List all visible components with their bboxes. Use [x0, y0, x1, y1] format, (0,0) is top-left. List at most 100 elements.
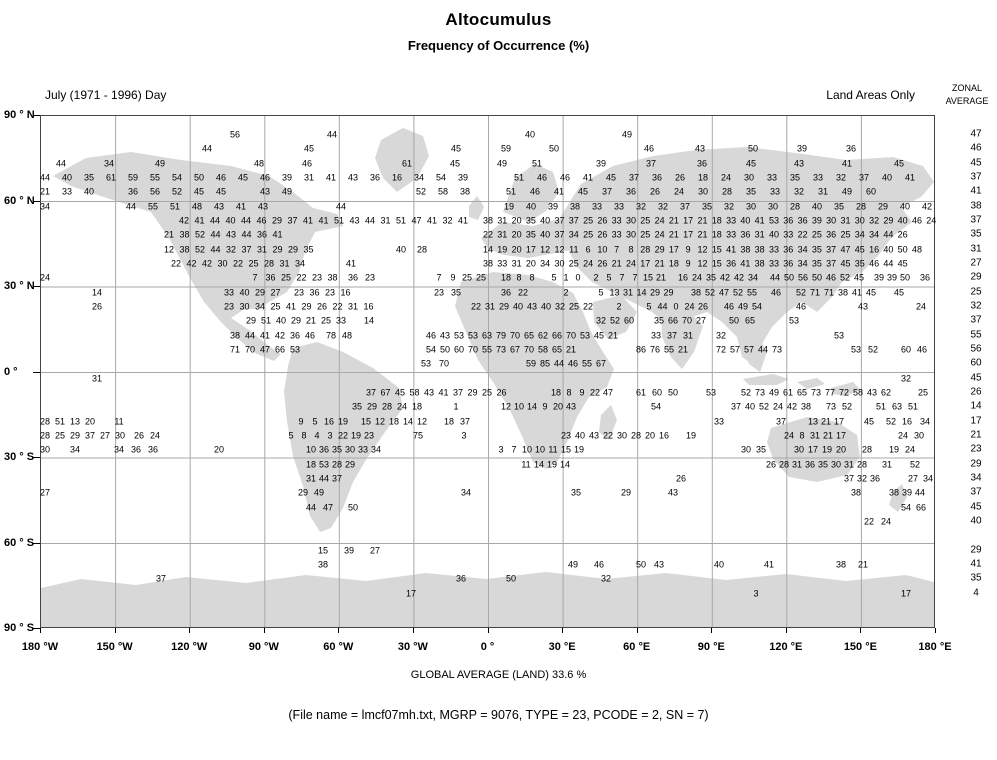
map-value: 41 — [763, 559, 775, 570]
map-value: 32 — [723, 201, 735, 212]
map-value: 41 — [740, 258, 751, 269]
map-value: 46 — [593, 559, 605, 570]
lat-tick-mark — [33, 200, 40, 202]
lon-tick-label: 60 °W — [323, 641, 354, 653]
map-value: 12 — [374, 416, 386, 427]
map-value: 23 — [311, 272, 323, 283]
map-value: 46 — [425, 330, 437, 341]
map-value: 30 — [697, 186, 709, 197]
map-value: 10 — [597, 244, 608, 255]
map-value: 22 — [470, 301, 482, 312]
map-value: 15 — [711, 258, 722, 269]
map-value: 31 — [622, 287, 634, 298]
map-value: 34 — [413, 172, 425, 183]
map-value: 52 — [909, 459, 921, 470]
map-value: 28 — [855, 201, 867, 212]
map-value: 55 — [746, 287, 758, 298]
map-value: 45 — [605, 172, 617, 183]
map-value: 37 — [601, 186, 613, 197]
map-value: 30 — [830, 459, 842, 470]
map-value: 34 — [103, 158, 115, 169]
map-value: 32 — [657, 201, 669, 212]
map-value: 11 — [569, 244, 579, 255]
map-value: 35 — [525, 229, 536, 240]
map-value: 45 — [193, 186, 205, 197]
map-value: 34 — [460, 487, 472, 498]
map-value: 41 — [582, 172, 594, 183]
map-value: 35 — [705, 272, 717, 283]
map-value: 47 — [322, 502, 334, 513]
global-average-label: GLOBAL AVERAGE (LAND) 33.6 % — [410, 669, 587, 681]
map-value: 45 — [303, 143, 315, 154]
map-value: 24 — [654, 215, 665, 226]
map-value: 33 — [783, 229, 794, 240]
map-value: 23 — [560, 430, 572, 441]
map-value: 38 — [327, 272, 338, 283]
map-value: 60 — [623, 315, 635, 326]
map-value: 38 — [800, 401, 812, 412]
page-subtitle: Frequency of Occurrence (%) — [407, 38, 590, 53]
map-value: 30 — [625, 215, 637, 226]
map-value: 14 — [402, 416, 414, 427]
map-value: 21 — [668, 229, 679, 240]
map-value: 35 — [351, 401, 363, 412]
map-value: 56 — [797, 272, 809, 283]
map-value: 20 — [511, 229, 522, 240]
map-value: 8 — [799, 430, 805, 441]
map-value: 42 — [201, 258, 213, 269]
map-value: 37 — [287, 215, 298, 226]
lat-tick-mark — [33, 457, 40, 458]
map-value: 59 — [525, 358, 537, 369]
map-value: 53 — [579, 330, 591, 341]
map-value: 35 — [525, 215, 536, 226]
map-value: 42 — [186, 258, 197, 269]
map-value: 49 — [313, 487, 325, 498]
map-value: 50 — [193, 172, 205, 183]
map-value: 30 — [743, 172, 755, 183]
lon-tick-label: 120 °W — [171, 641, 208, 653]
map-value: 34 — [747, 272, 759, 283]
map-value: 49 — [737, 301, 749, 312]
map-value: 56 — [149, 186, 161, 197]
map-value: 49 — [841, 186, 853, 197]
map-value: 36 — [127, 186, 139, 197]
map-value: 21 — [607, 330, 619, 341]
map-value: 53 — [788, 315, 800, 326]
zonal-average-value: 37 — [970, 486, 982, 498]
map-value: 38 — [690, 287, 702, 298]
lon-tick-mark — [487, 628, 489, 633]
lon-tick-mark — [189, 628, 191, 633]
map-value: 51 — [531, 158, 543, 169]
map-value: 31 — [817, 186, 829, 197]
map-value: 26 — [674, 172, 686, 183]
zonal-average-value: 17 — [970, 415, 982, 427]
map-value: 24 — [396, 401, 408, 412]
map-value: 1 — [563, 272, 569, 283]
lon-tick-mark — [40, 628, 41, 633]
map-value: 15 — [360, 416, 372, 427]
map-value: 33 — [768, 258, 780, 269]
map-value: 53 — [318, 459, 330, 470]
map-value: 22 — [589, 387, 601, 398]
map-value: 25 — [320, 315, 332, 326]
map-value: 35 — [854, 258, 865, 269]
map-value: 50 — [728, 315, 740, 326]
map-value: 20 — [511, 215, 522, 226]
map-value: 21 — [163, 229, 175, 240]
world-map-svg — [41, 116, 934, 627]
map-value: 31 — [380, 215, 391, 226]
map-value: 77 — [824, 387, 836, 398]
map-value: 36 — [309, 287, 320, 298]
map-value: 32 — [835, 172, 847, 183]
map-value: 26 — [597, 229, 608, 240]
map-value: 27 — [99, 430, 111, 441]
map-value: 3 — [327, 430, 333, 441]
map-value: 26 — [597, 258, 608, 269]
map-value: 40 — [899, 201, 911, 212]
map-value: 31 — [511, 258, 522, 269]
map-value: 30 — [625, 229, 637, 240]
map-value: 44 — [326, 129, 338, 140]
lon-tick-label: 60 °E — [623, 641, 651, 653]
map-value: 36 — [783, 215, 794, 226]
map-value: 36 — [696, 158, 708, 169]
